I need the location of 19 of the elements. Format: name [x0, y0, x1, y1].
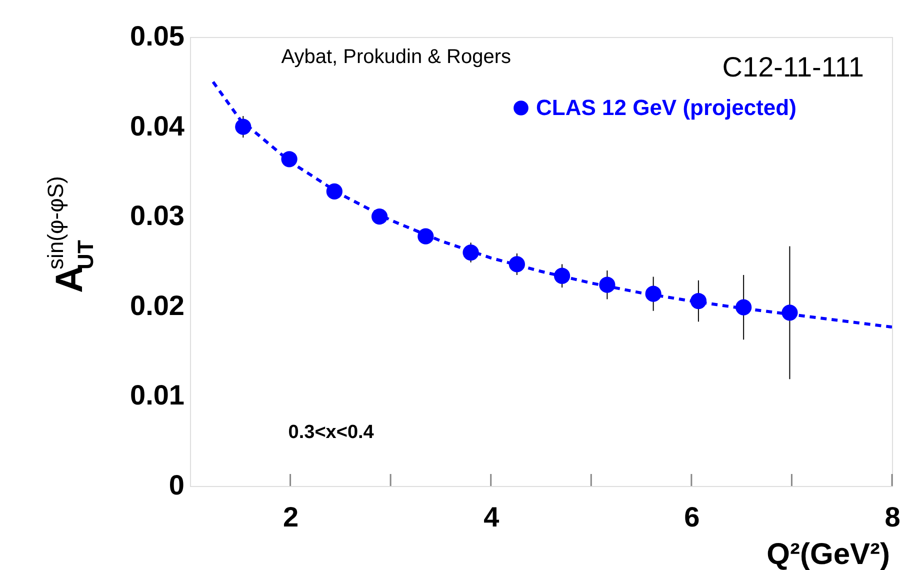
y-tick-label: 0.02: [130, 290, 184, 321]
y-tick-label: 0.04: [130, 110, 185, 142]
y-tick-label: 0.01: [130, 380, 184, 411]
x-tick-label: 6: [684, 502, 700, 532]
x-tick-label: 4: [484, 502, 500, 532]
y-tick-label: 0: [168, 470, 184, 500]
y-tick-label: 0.03: [130, 200, 184, 232]
point: [599, 276, 616, 293]
x-axis-title: Q²(GeV²): [766, 538, 890, 570]
x-tick-label: 8: [884, 502, 900, 532]
line-series: [212, 80, 892, 329]
x-tick-label: 2: [282, 502, 299, 532]
y-axis-title: AUTsin(φ-φS): [43, 176, 98, 293]
annotation: Aybat, Prokudin & Rogers: [281, 46, 512, 68]
annotation: 0.3<x<0.4: [288, 422, 374, 444]
legend-label: CLAS 12 GeV (projected): [536, 95, 796, 120]
y-tick-label: 0.05: [130, 20, 184, 52]
annotation: C12-11-111: [722, 51, 864, 82]
point: [418, 228, 434, 244]
